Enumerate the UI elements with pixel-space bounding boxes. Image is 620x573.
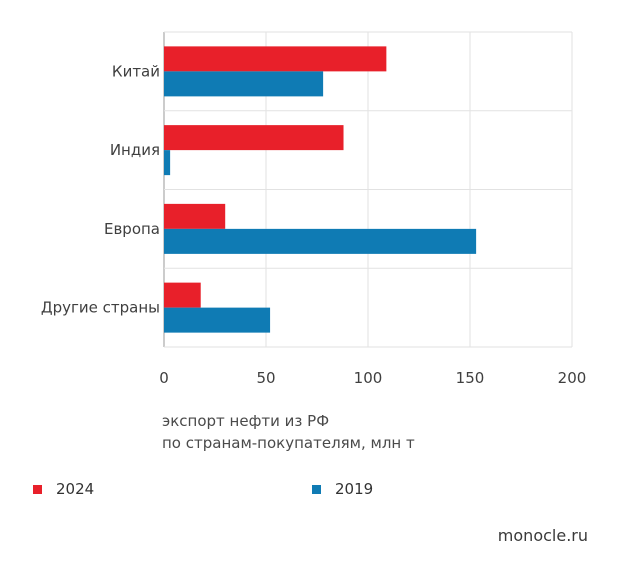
bar-2024-0 [164, 46, 387, 72]
chart-caption: экспорт нефти из РФ по странам-покупател… [162, 410, 415, 454]
legend-label-2019: 2019 [335, 480, 374, 498]
legend-label-2024: 2024 [56, 480, 95, 498]
x-tick-labels: 0 50 100 150 200 [159, 369, 586, 387]
bar-2019-2 [164, 228, 477, 254]
legend-swatch-2024 [33, 484, 42, 494]
caption-line-2: по странам-покупателям, млн т [162, 434, 415, 452]
source-label: monocle.ru [497, 526, 588, 545]
bar-chart: Китай Индия Европа Другие страны 0 50 100 150 2… [41, 31, 586, 387]
bar-2024-1 [164, 125, 344, 151]
x-tick-label-2: 100 [354, 369, 383, 387]
x-tick-label-3: 150 [456, 369, 485, 387]
category-label-0: Китай [112, 62, 160, 80]
caption-line-1: экспорт нефти из РФ [162, 412, 330, 430]
bar-2024-3 [164, 282, 201, 308]
legend-item-2024: 2024 [33, 480, 94, 498]
x-tick-label-1: 50 [256, 369, 275, 387]
x-tick-label-0: 0 [159, 369, 169, 387]
category-label-1: Индия [110, 141, 160, 159]
x-tick-label-4: 200 [558, 369, 587, 387]
legend-swatch-2019 [312, 484, 321, 494]
bar-2019-3 [164, 307, 271, 333]
legend-item-2019: 2019 [312, 480, 373, 498]
category-label-3: Другие страны [41, 299, 160, 317]
bar-2019-1 [164, 150, 171, 176]
category-label-2: Европа [104, 220, 160, 238]
category-labels: Китай Индия Европа Другие страны [41, 62, 160, 316]
bar-2019-0 [164, 71, 324, 97]
bar-2024-2 [164, 203, 226, 229]
bars-group [164, 46, 477, 333]
